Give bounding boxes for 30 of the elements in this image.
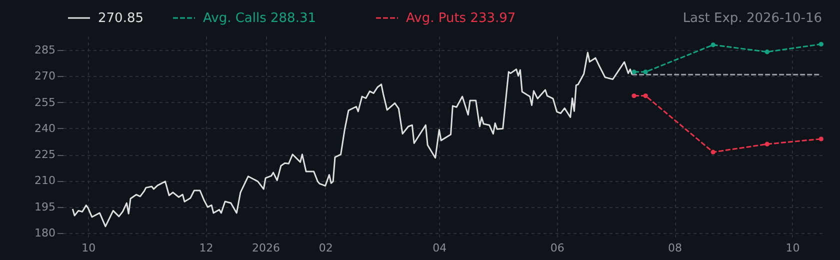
x-tick-label: 06: [550, 242, 564, 254]
legend-label: 270.85: [98, 11, 144, 26]
y-tick-label: 195: [34, 200, 56, 214]
y-tick-label: 285: [34, 43, 56, 56]
point: [643, 93, 648, 98]
point: [818, 136, 824, 142]
x-tick-label: 02: [318, 242, 333, 254]
legend-label: Avg. Puts 233.97: [406, 11, 516, 26]
y-tick-label: 240: [34, 122, 56, 135]
y-tick-label: 255: [34, 96, 56, 109]
y-tick-label: 180: [34, 226, 56, 240]
point: [632, 70, 636, 74]
point: [643, 70, 648, 74]
y-tick-label: 210: [34, 174, 56, 188]
x-tick-label: 10: [82, 242, 96, 254]
point: [710, 42, 716, 48]
x-tick-label: 2026: [252, 242, 280, 254]
point: [632, 93, 636, 98]
x-tick-label: 04: [432, 242, 447, 254]
y-tick-label: 225: [34, 148, 56, 162]
legend-label: Avg. Calls 288.31: [203, 11, 316, 26]
x-tick-label: 08: [668, 242, 682, 254]
point: [764, 50, 770, 54]
y-tick-label: 270: [34, 70, 56, 83]
x-tick-label: 10: [786, 242, 800, 254]
point: [818, 42, 824, 47]
point: [710, 150, 716, 154]
x-tick-label: 12: [199, 242, 214, 254]
text: Last Exp. 2026-10-16: [682, 11, 822, 26]
point: [764, 142, 770, 146]
